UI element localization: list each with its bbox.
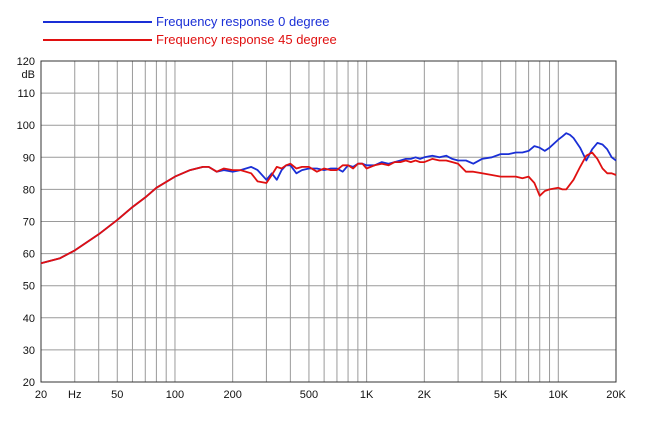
series-line-0-degree [40,132,617,265]
y-tick-label: 60 [23,249,35,261]
x-tick-label: 1K [360,389,374,401]
y-tick-label: 100 [17,120,35,132]
y-unit-label: dB [22,69,35,81]
x-tick-label: 500 [300,389,318,401]
y-tick-label: 90 [23,152,35,164]
plot-frame [40,60,617,383]
legend: Frequency response 0 degree Frequency res… [43,14,337,47]
x-tick-label: 100 [166,389,184,401]
x-tick-label: 20 [35,389,47,401]
y-tick-label: 110 [17,88,35,100]
legend-label: Frequency response 45 degree [156,32,337,47]
x-tick-label: 2K [418,389,432,401]
x-tick-labels: 20 Hz 50 100 200 500 1K 2K 5K 10K 20K [35,389,627,401]
y-tick-label: 80 [23,184,35,196]
x-tick-label: 5K [494,389,508,401]
y-tick-label: 40 [23,313,35,325]
y-tick-label: 70 [23,217,35,229]
grid [41,61,616,382]
y-tick-label: 120 [17,56,35,68]
y-tick-label: 30 [23,345,35,357]
x-tick-label: 50 [111,389,123,401]
y-tick-label: 50 [23,281,35,293]
x-tick-label: Hz [68,389,81,401]
x-tick-label: 200 [223,389,241,401]
legend-label: Frequency response 0 degree [156,14,329,29]
series-line-45-degree [40,151,617,265]
x-tick-label: 10K [549,389,569,401]
y-tick-label: 20 [23,377,35,389]
series-lines [40,132,617,265]
y-tick-labels: 20 30 40 50 60 70 80 90 100 110 120 [17,56,35,389]
x-tick-label: 20K [606,389,626,401]
